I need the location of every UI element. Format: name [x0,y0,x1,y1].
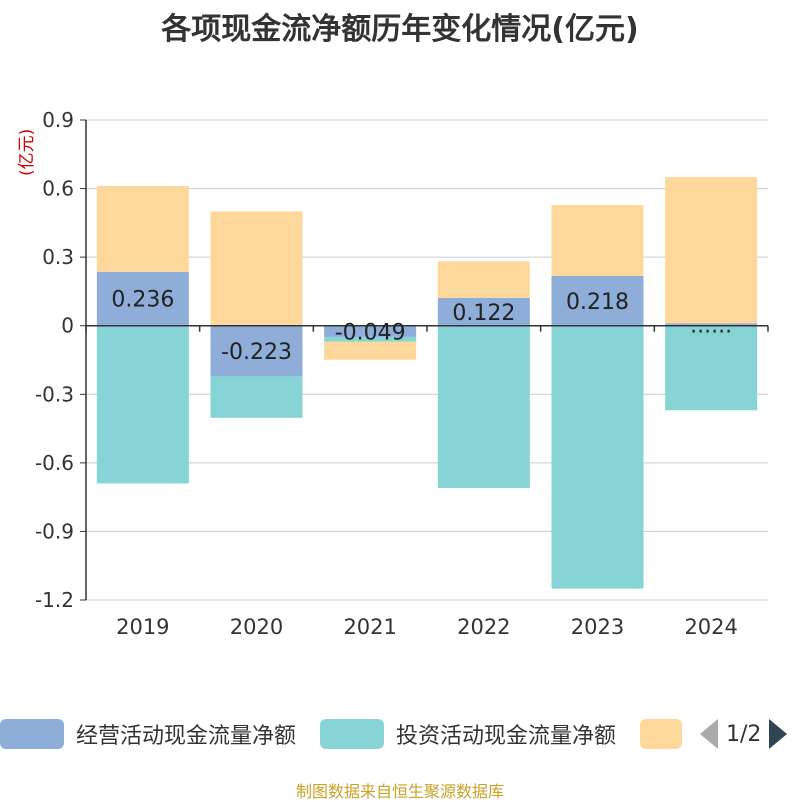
previous-page-icon[interactable] [700,719,718,749]
bar-series3-2020 [210,211,303,326]
legend-item-investing[interactable]: 投资活动现金流量净额 [320,714,616,754]
x-tick-label: 2023 [571,615,624,639]
y-tick-label: 0.9 [42,108,74,132]
chart-area: 0.9 0.6 0.3 0 -0.3 -0.6 -0.9 -1.2 2019 2020 2021 20… [35,108,769,639]
y-tick-label: 0.3 [42,245,74,269]
data-label: 0.218 [566,290,629,315]
y-tick-label: -0.3 [35,382,74,406]
bar-series2-2020 [210,376,303,418]
bar-series1-2023 [551,275,644,326]
data-source: 制图数据来自恒生聚源数据库 [295,782,504,801]
bar-series2-2023 [551,325,644,589]
bar-series3-2022 [437,261,530,298]
bar-series2-2022 [437,325,530,488]
legend-pager: 1/2 [700,714,788,754]
data-label: ...... [690,314,732,339]
bar-series1-2019 [96,271,189,326]
bar-series2-2019 [96,325,189,484]
y-tick-label: 0.6 [42,177,74,201]
legend-swatch-third [640,719,682,749]
bar-series3-2023 [551,205,644,276]
legend-label-operating: 经营活动现金流量净额 [76,724,297,749]
x-tick-label: 2020 [230,615,283,639]
legend-swatch-investing [320,719,384,749]
x-tick-label: 2024 [684,615,737,639]
legend-item-third[interactable] [640,714,682,754]
next-page-icon[interactable] [769,719,788,749]
x-tick-label: 2019 [116,615,169,639]
data-label: -0.049 [335,320,406,345]
bar-series1-2024 [665,323,758,326]
bar-series3-2024 [665,177,758,324]
data-label: 0.236 [111,288,174,313]
bar-series3-2021 [324,341,417,360]
bar-series2-2024 [665,325,758,411]
bar-series3-2019 [96,186,189,272]
chart-title: 各项现金流净额历年变化情况(亿元) [161,12,639,47]
data-label: -0.223 [221,340,292,365]
y-tick-label: -0.6 [35,451,74,475]
bar-series1-2022 [437,297,530,326]
y-tick-label: 0 [61,314,74,338]
legend-page-indicator: 1/2 [726,721,762,747]
bar-series1-2020 [210,325,303,377]
legend-item-operating[interactable]: 经营活动现金流量净额 [0,714,296,754]
data-label: 0.122 [452,301,515,326]
legend-label-investing: 投资活动现金流量净额 [396,724,617,749]
bar-series1-2021 [324,325,417,337]
y-tick-label: -1.2 [35,588,74,612]
legend-swatch-operating [0,719,64,749]
bar-series2-2021 [324,336,417,342]
y-tick-label: -0.9 [35,519,74,543]
x-tick-label: 2022 [457,615,510,639]
x-tick-label: 2021 [343,615,396,639]
